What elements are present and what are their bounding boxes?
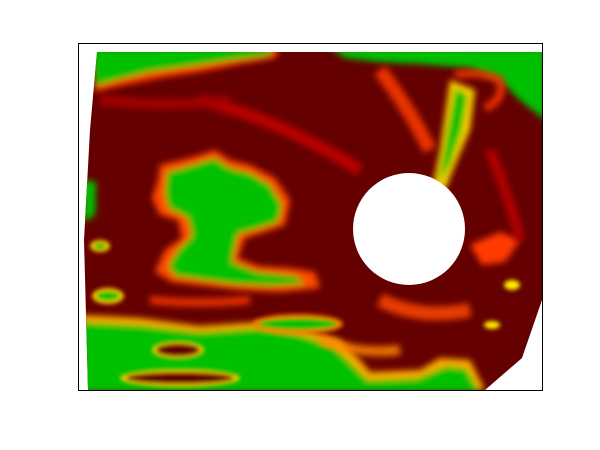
streak-lower-mid <box>318 335 401 357</box>
green-right-pocket <box>470 232 520 265</box>
streak-lower-left <box>149 296 251 307</box>
streak-upper-left <box>99 95 231 109</box>
red-islands <box>90 240 520 387</box>
streak-lower-right <box>376 293 472 321</box>
streak-right-edge <box>485 148 525 242</box>
streak-top-right-loop <box>454 69 505 112</box>
red-streaks <box>99 65 525 357</box>
island-6 <box>504 280 520 290</box>
streak-diagonal <box>374 65 437 154</box>
green-top-right <box>330 52 542 120</box>
green-regions <box>84 52 542 390</box>
heatmap-field <box>84 52 542 390</box>
island-7 <box>484 321 500 329</box>
circular-mask <box>353 173 465 285</box>
